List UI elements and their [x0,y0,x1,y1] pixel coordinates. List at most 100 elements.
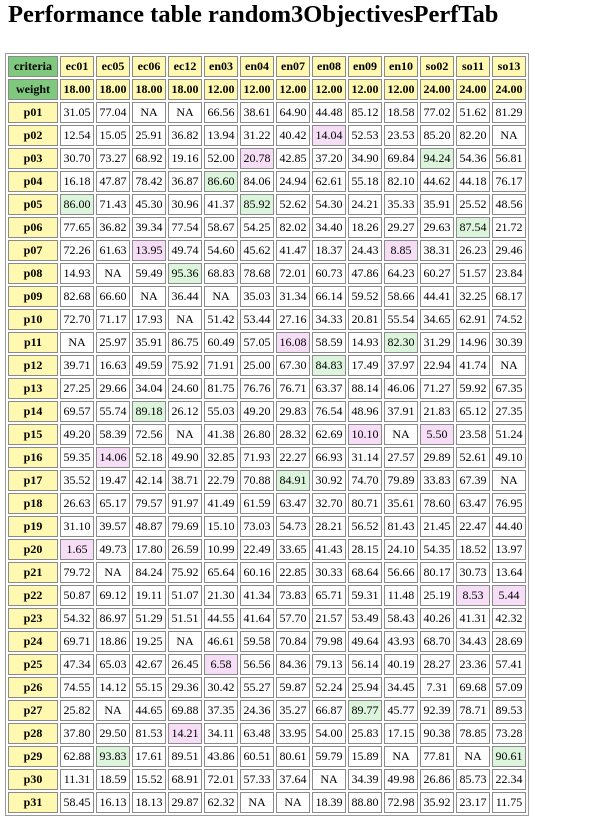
value-cell: 37.20 [312,148,346,169]
value-cell: 73.83 [276,585,310,606]
value-cell: 68.83 [204,263,238,284]
value-cell: 34.04 [132,378,166,399]
table-row: p17 35.52 19.47 42.14 38.71 22.79 70.88 84.91 30… [8,470,526,491]
row-label-p26: p26 [8,677,58,698]
value-cell: 25.19 [420,585,454,606]
value-cell: 72.70 [60,309,94,330]
table-row: p07 72.26 61.63 13.95 49.74 54.60 45.62 41.47 18… [8,240,526,261]
value-cell: 25.91 [132,125,166,146]
value-cell: 23.17 [456,792,490,813]
value-cell: 35.33 [384,194,418,215]
value-cell: NA [96,562,130,583]
value-cell: 75.92 [168,355,202,376]
value-cell: 54.60 [204,240,238,261]
value-cell: 28.69 [492,631,526,652]
row-label-p24: p24 [8,631,58,652]
value-cell: 59.35 [60,447,94,468]
table-row: p06 77.65 36.82 39.34 77.54 58.67 54.25 82.02 34… [8,217,526,238]
value-cell: 74.52 [492,309,526,330]
value-cell: 78.60 [420,493,454,514]
value-cell: 79.98 [312,631,346,652]
weight-cell-ec01: 18.00 [60,79,94,100]
row-label-p14: p14 [8,401,58,422]
value-cell: 59.92 [456,378,490,399]
value-cell: 21.83 [420,401,454,422]
value-cell: NA [492,125,526,146]
value-cell: 26.86 [420,769,454,790]
value-cell: 29.63 [420,217,454,238]
value-cell: 28.15 [348,539,382,560]
row-label-p22: p22 [8,585,58,606]
value-cell: 44.65 [132,700,166,721]
value-cell: 27.25 [60,378,94,399]
row-label-p18: p18 [8,493,58,514]
value-cell: 23.53 [384,125,418,146]
value-cell: 71.93 [240,447,274,468]
value-cell: 49.74 [168,240,202,261]
table-row: p09 82.68 66.60 NA 36.44 NA 35.03 31.34 66.14 59.… [8,286,526,307]
value-cell: 42.32 [492,608,526,629]
value-cell: 33.65 [276,539,310,560]
value-cell: 71.91 [204,355,238,376]
value-cell: 89.18 [132,401,166,422]
criteria-corner-cell: criteria [8,56,58,77]
value-cell: 5.44 [492,585,526,606]
value-cell: 14.93 [60,263,94,284]
row-label-p10: p10 [8,309,58,330]
table-row: p28 37.80 29.50 81.53 14.21 34.11 63.48 33.95 54… [8,723,526,744]
value-cell: 70.88 [240,470,274,491]
value-cell: 79.69 [168,516,202,537]
value-cell: 15.05 [96,125,130,146]
value-cell: 60.16 [240,562,274,583]
value-cell: 48.96 [348,401,382,422]
table-row: p11 NA 25.97 35.91 86.75 60.49 57.05 16.08 58.59… [8,332,526,353]
value-cell: 44.48 [312,102,346,123]
row-label-p11: p11 [8,332,58,353]
value-cell: 59.49 [132,263,166,284]
value-cell: 45.77 [384,700,418,721]
value-cell: 43.93 [384,631,418,652]
value-cell: 81.75 [204,378,238,399]
value-cell: 84.91 [276,470,310,491]
row-label-p09: p09 [8,286,58,307]
value-cell: NA [168,309,202,330]
value-cell: 31.05 [60,102,94,123]
criterion-header-so02: so02 [420,56,454,77]
value-cell: 37.80 [60,723,94,744]
value-cell: 39.71 [60,355,94,376]
value-cell: 13.94 [204,125,238,146]
value-cell: 60.27 [420,263,454,284]
value-cell: 68.17 [492,286,526,307]
row-label-p03: p03 [8,148,58,169]
row-label-p28: p28 [8,723,58,744]
criterion-header-en04: en04 [240,56,274,77]
value-cell: 24.94 [276,171,310,192]
value-cell: 69.84 [384,148,418,169]
value-cell: 16.63 [96,355,130,376]
value-cell: 18.37 [312,240,346,261]
value-cell: 49.73 [96,539,130,560]
table-row: p26 74.55 14.12 55.15 29.36 30.42 55.27 59.87 52… [8,677,526,698]
value-cell: 71.17 [96,309,130,330]
value-cell: 24.36 [240,700,274,721]
value-cell: 34.40 [312,217,346,238]
value-cell: 66.93 [312,447,346,468]
value-cell: 31.22 [240,125,274,146]
value-cell: 78.85 [456,723,490,744]
value-cell: 49.98 [384,769,418,790]
value-cell: 57.05 [240,332,274,353]
criterion-header-so11: so11 [456,56,490,77]
table-row: p24 69.71 18.86 19.25 NA 46.61 59.58 70.84 79.98… [8,631,526,652]
value-cell: NA [96,700,130,721]
value-cell: 46.61 [204,631,238,652]
criterion-header-ec06: ec06 [132,56,166,77]
value-cell: 76.54 [312,401,346,422]
value-cell: 85.92 [240,194,274,215]
value-cell: 73.28 [492,723,526,744]
value-cell: 78.71 [456,700,490,721]
value-cell: 63.37 [312,378,346,399]
criterion-header-so13: so13 [492,56,526,77]
row-label-p21: p21 [8,562,58,583]
value-cell: 57.33 [240,769,274,790]
weight-label-cell: weight [8,79,58,100]
